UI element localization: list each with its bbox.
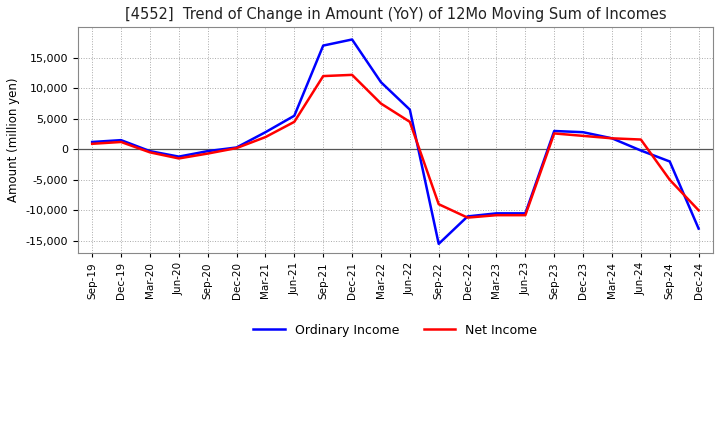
Net Income	[405, 119, 414, 125]
Ordinary Income	[117, 138, 125, 143]
Net Income	[608, 136, 616, 141]
Net Income	[203, 151, 212, 156]
Ordinary Income	[665, 159, 674, 164]
Ordinary Income	[521, 211, 530, 216]
Ordinary Income	[694, 226, 703, 231]
Y-axis label: Amount (million yen): Amount (million yen)	[7, 78, 20, 202]
Line: Ordinary Income: Ordinary Income	[92, 40, 698, 244]
Ordinary Income	[88, 139, 96, 145]
Ordinary Income	[261, 129, 270, 135]
Net Income	[88, 141, 96, 147]
Net Income	[348, 72, 356, 77]
Ordinary Income	[377, 80, 385, 85]
Ordinary Income	[405, 107, 414, 112]
Ordinary Income	[348, 37, 356, 42]
Ordinary Income	[233, 145, 241, 150]
Net Income	[261, 135, 270, 140]
Net Income	[290, 119, 299, 125]
Net Income	[319, 73, 328, 79]
Net Income	[694, 208, 703, 213]
Ordinary Income	[492, 211, 501, 216]
Ordinary Income	[608, 136, 616, 141]
Ordinary Income	[174, 154, 183, 159]
Net Income	[145, 150, 154, 155]
Net Income	[636, 137, 645, 142]
Ordinary Income	[579, 129, 588, 135]
Net Income	[377, 101, 385, 106]
Net Income	[174, 156, 183, 161]
Ordinary Income	[463, 214, 472, 219]
Legend: Ordinary Income, Net Income: Ordinary Income, Net Income	[248, 319, 542, 341]
Net Income	[117, 139, 125, 145]
Ordinary Income	[319, 43, 328, 48]
Ordinary Income	[550, 128, 559, 134]
Ordinary Income	[636, 148, 645, 153]
Net Income	[434, 202, 443, 207]
Net Income	[463, 215, 472, 220]
Net Income	[665, 177, 674, 183]
Line: Net Income: Net Income	[92, 75, 698, 218]
Net Income	[550, 131, 559, 136]
Ordinary Income	[203, 148, 212, 154]
Net Income	[233, 146, 241, 151]
Title: [4552]  Trend of Change in Amount (YoY) of 12Mo Moving Sum of Incomes: [4552] Trend of Change in Amount (YoY) o…	[125, 7, 666, 22]
Net Income	[579, 133, 588, 139]
Ordinary Income	[434, 241, 443, 246]
Net Income	[492, 213, 501, 218]
Ordinary Income	[290, 113, 299, 118]
Net Income	[521, 213, 530, 218]
Ordinary Income	[145, 148, 154, 154]
